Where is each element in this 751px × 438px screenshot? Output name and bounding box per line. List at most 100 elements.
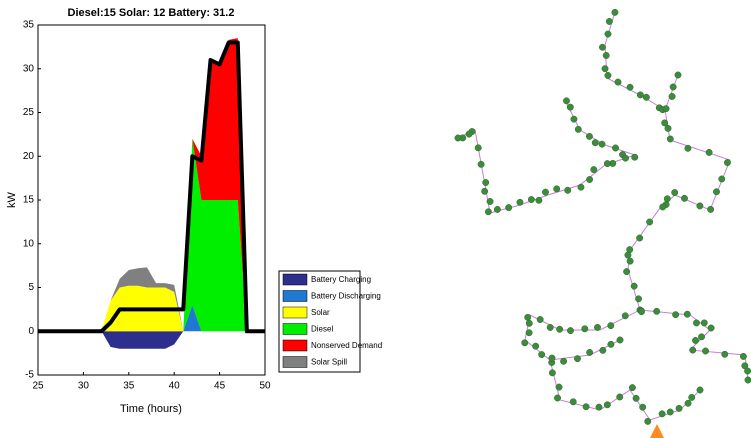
node [658, 410, 666, 418]
node [570, 115, 578, 123]
node [642, 93, 650, 101]
node [525, 319, 533, 327]
node [614, 78, 622, 86]
node [646, 218, 654, 226]
area [38, 38, 265, 332]
node [481, 187, 489, 195]
node [566, 103, 574, 111]
edge [604, 11, 679, 111]
node [607, 340, 615, 348]
node [718, 175, 726, 183]
node [666, 408, 674, 416]
node [653, 307, 661, 315]
node [692, 337, 700, 344]
x-tick-label: 25 [32, 381, 44, 392]
legend-label: Diesel [311, 325, 333, 334]
node [605, 18, 613, 25]
node [707, 324, 715, 332]
x-axis-label: Time (hours) [120, 403, 182, 415]
node [486, 198, 494, 205]
node [602, 52, 610, 59]
node [555, 383, 563, 391]
node [536, 316, 544, 323]
node [638, 308, 645, 316]
x-tick-label: 30 [78, 381, 90, 392]
y-tick-label: -5 [25, 370, 34, 381]
y-tick-label: 0 [28, 326, 34, 337]
network [454, 8, 751, 438]
node [684, 399, 692, 407]
y-tick-label: 15 [23, 195, 35, 206]
legend-swatch [282, 273, 308, 286]
node [586, 176, 594, 183]
node [739, 352, 747, 360]
node [590, 166, 598, 174]
node [603, 401, 611, 409]
legend-label: Battery Charging [311, 275, 371, 284]
node [702, 347, 709, 355]
node [628, 384, 636, 392]
node [482, 179, 490, 186]
node [622, 154, 629, 162]
source-node [650, 424, 664, 438]
node [632, 394, 640, 402]
node [586, 349, 594, 356]
node [594, 323, 601, 331]
node [532, 342, 540, 350]
node [612, 144, 619, 152]
node [689, 346, 697, 354]
node [705, 148, 713, 156]
x-tick-label: 50 [259, 381, 271, 392]
node [672, 311, 680, 319]
node [668, 93, 676, 100]
node [591, 139, 599, 147]
node [516, 198, 524, 206]
legend-box [278, 270, 361, 373]
chart-title: Diesel:15 Solar: 12 Battery: 31.2 [68, 7, 235, 19]
area [38, 331, 265, 349]
node [569, 398, 577, 406]
node [548, 354, 556, 362]
node [636, 91, 644, 99]
node [631, 153, 639, 161]
node [639, 403, 647, 411]
legend-label: Battery Discharging [311, 292, 381, 301]
legend-swatch [282, 339, 308, 352]
node [577, 183, 585, 191]
node [474, 144, 482, 152]
node [567, 327, 574, 335]
node [603, 160, 611, 168]
edge [524, 309, 641, 361]
node [542, 188, 549, 196]
node [664, 124, 672, 132]
legend-swatch [282, 356, 308, 368]
node [585, 132, 593, 140]
node [669, 83, 677, 91]
node [635, 295, 643, 303]
node [675, 404, 683, 412]
node [465, 130, 473, 138]
node [693, 319, 700, 327]
node [663, 195, 671, 203]
node [553, 185, 561, 193]
node [604, 30, 612, 38]
node [621, 312, 629, 320]
node [599, 43, 606, 51]
node [713, 188, 720, 196]
node [698, 333, 705, 341]
node [524, 313, 532, 321]
y-tick-label: 20 [23, 151, 35, 162]
node [700, 319, 708, 327]
node [598, 140, 606, 148]
node [560, 357, 568, 365]
node [548, 369, 556, 377]
node [674, 71, 682, 79]
y-tick-label: 30 [23, 63, 35, 74]
node [624, 251, 632, 259]
area [38, 138, 265, 332]
node [626, 257, 634, 265]
node [527, 196, 535, 203]
legend-label: Solar Spill [311, 358, 347, 367]
node [563, 97, 570, 105]
